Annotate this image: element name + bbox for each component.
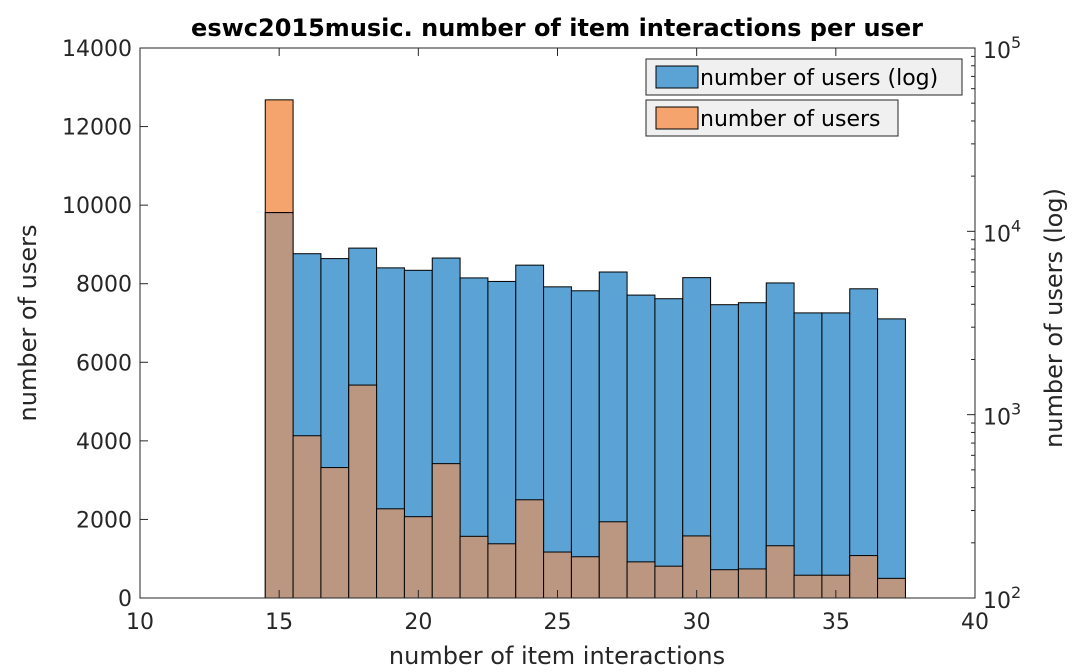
legend-label: number of users (log) (700, 66, 938, 91)
y-tick-label: 8000 (76, 273, 132, 298)
bar-overlap (737, 568, 767, 599)
x-tick-label: 20 (404, 610, 432, 635)
bar-log (737, 302, 767, 599)
x-axis: 10 15 20 25 30 35 40 (126, 48, 989, 635)
bar-overlap (403, 516, 433, 599)
bar-overlap (431, 463, 461, 599)
bar-overlap (793, 574, 823, 599)
y-axis-label: number of users (14, 225, 42, 422)
legend-label: number of users (700, 107, 881, 132)
bar-log (654, 298, 684, 599)
legend-swatch (655, 65, 699, 89)
legend-entry: number of users (645, 99, 899, 137)
bar-log (710, 304, 739, 599)
bar-log (849, 288, 879, 599)
y-right-tick-label: 102 (983, 583, 1021, 614)
x-tick-label: 40 (961, 610, 989, 635)
y-tick-label: 0 (118, 587, 132, 612)
legend-swatch (655, 106, 699, 130)
bar-overlap (570, 556, 600, 599)
bar-log (543, 286, 572, 599)
chart-title: eswc2015music. number of item interactio… (191, 14, 923, 42)
bar-log (570, 290, 600, 599)
x-tick-label: 25 (544, 610, 572, 635)
bar-overlap (292, 435, 322, 599)
bar-overlap (682, 535, 712, 599)
x-axis-label: number of item interactions (389, 642, 725, 670)
bar-overlap (515, 499, 545, 599)
bar-log (793, 312, 823, 599)
bar-overlap (320, 467, 350, 599)
x-tick-label: 15 (265, 610, 293, 635)
y-tick-label: 12000 (62, 116, 132, 141)
bar-linear (264, 99, 294, 214)
bar-overlap (598, 521, 628, 599)
bar-overlap (264, 212, 294, 599)
bar-overlap (877, 577, 906, 599)
bar-overlap (765, 545, 795, 599)
bar-overlap (487, 543, 517, 599)
y-axis-right: 102 103 104 105 (967, 33, 1021, 614)
bar-overlap (376, 508, 405, 599)
bars-linear-series (264, 99, 906, 599)
x-tick-label: 35 (822, 610, 850, 635)
bar-log (626, 294, 656, 599)
y-tick-label: 4000 (76, 430, 132, 455)
legend-box (645, 58, 963, 96)
bar-overlap (348, 384, 378, 599)
y-tick-label: 14000 (62, 37, 132, 62)
bar-overlap (626, 561, 656, 599)
x-tick-label: 30 (683, 610, 711, 635)
y-right-tick-label: 104 (983, 216, 1021, 247)
y-tick-label: 10000 (62, 194, 132, 219)
x-tick-label: 10 (126, 610, 154, 635)
bar-log (821, 312, 851, 599)
bar-overlap (654, 565, 684, 599)
y-tick-label: 2000 (76, 508, 132, 533)
bar-log (877, 318, 906, 599)
bar-overlap (710, 569, 739, 599)
y-right-tick-label: 105 (983, 33, 1021, 64)
bar-overlap (459, 535, 489, 599)
bar-overlap (849, 555, 879, 599)
legend-entry: number of users (log) (645, 58, 963, 96)
y-axis-right-label: number of users (log) (1040, 188, 1068, 448)
y-tick-label: 6000 (76, 351, 132, 376)
y-right-tick-label: 103 (983, 400, 1021, 431)
legend: number of users (log) number of users (645, 58, 963, 137)
y-axis-left: 0 2000 4000 6000 8000 10000 12000 14000 (62, 37, 148, 612)
